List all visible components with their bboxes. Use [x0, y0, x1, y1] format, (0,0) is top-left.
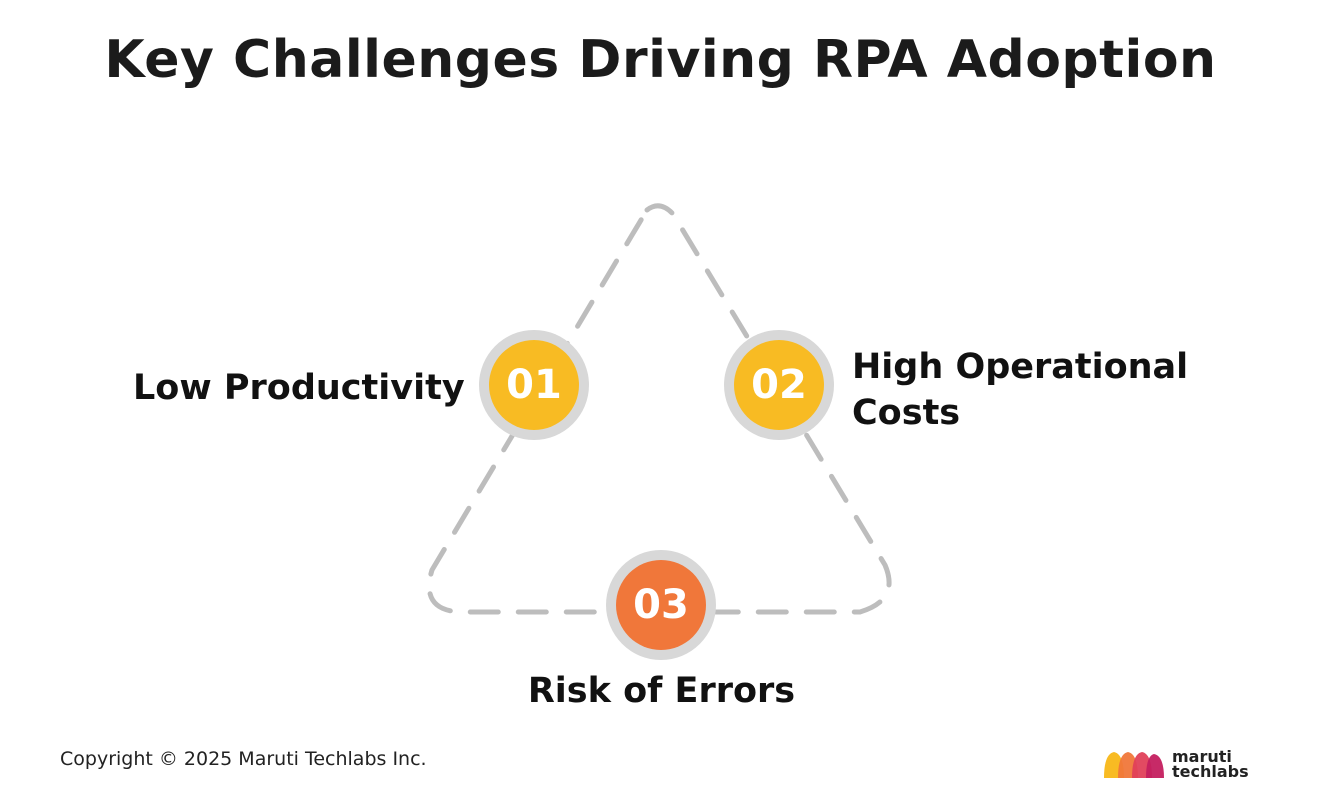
logo-mark-icon	[1104, 752, 1164, 778]
logo-wordmark: maruti techlabs	[1172, 747, 1249, 781]
badge-03: 03	[606, 550, 716, 660]
page-title: Key Challenges Driving RPA Adoption	[104, 30, 1217, 90]
label-high-operational-line2: Costs	[852, 393, 961, 433]
triangle-outline	[426, 203, 892, 615]
badge-01-number: 01	[489, 340, 579, 430]
logo-line1: maruti	[1172, 747, 1232, 766]
badge-02: 02	[724, 330, 834, 440]
badge-01: 01	[479, 330, 589, 440]
copyright-text: Copyright © 2025 Maruti Techlabs Inc.	[60, 748, 427, 770]
label-high-operational-line1: High Operational	[852, 347, 1189, 387]
badge-02-number: 02	[734, 340, 824, 430]
badge-03-number: 03	[616, 560, 706, 650]
label-low-productivity: Low Productivity	[133, 368, 465, 408]
label-high-operational-costs: High Operational Costs	[852, 344, 1188, 436]
label-risk-of-errors: Risk of Errors	[527, 671, 796, 711]
logo-line2: techlabs	[1172, 762, 1249, 781]
brand-logo: maruti techlabs	[1102, 748, 1249, 780]
